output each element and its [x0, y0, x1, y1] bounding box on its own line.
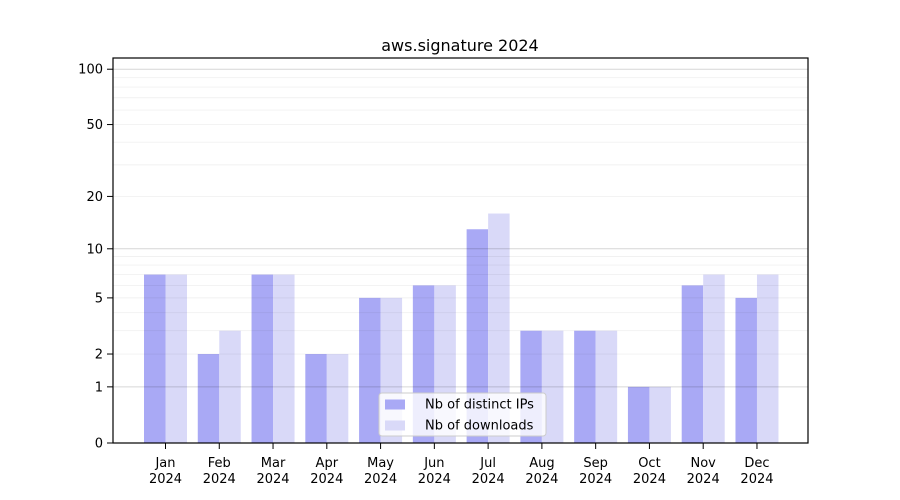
bar-jul-downloads: [488, 213, 510, 443]
x-tick-label-month: Mar: [261, 456, 286, 471]
bar-apr-downloads: [326, 354, 349, 443]
chart-title: aws.signature 2024: [381, 36, 538, 55]
y-tick-label: 1: [95, 380, 103, 395]
bar-dec-downloads: [756, 274, 779, 443]
x-tick-label-month: Nov: [691, 456, 717, 471]
bar-dec-distinct-ips: [735, 297, 757, 443]
bar-oct-distinct-ips: [627, 386, 650, 443]
x-tick-label-year: 2024: [633, 472, 666, 487]
x-tick-label-month: Aug: [529, 456, 554, 471]
x-tick-label-year: 2024: [364, 472, 397, 487]
bar-nov-distinct-ips: [681, 285, 704, 443]
x-tick-label-month: Dec: [744, 456, 769, 471]
bar-mar-distinct-ips: [251, 274, 274, 443]
bar-mar-downloads: [273, 274, 295, 443]
y-tick-label: 20: [86, 190, 103, 205]
bar-apr-distinct-ips: [305, 354, 327, 443]
y-tick-label: 100: [78, 63, 103, 78]
plot-border: [112, 57, 809, 444]
legend-label-distinct-ips: Nb of distinct IPs: [425, 398, 534, 413]
bar-nov-downloads: [703, 274, 725, 443]
x-tick-label-year: 2024: [149, 472, 182, 487]
bar-sep-distinct-ips: [574, 330, 596, 443]
bar-sep-downloads: [595, 330, 618, 443]
bar-jul-distinct-ips: [466, 229, 489, 443]
legend-swatch-downloads: [385, 420, 405, 431]
x-tick-label-year: 2024: [740, 472, 773, 487]
bar-feb-downloads: [219, 330, 241, 443]
legend-label-downloads: Nb of downloads: [425, 419, 534, 434]
x-tick-label-year: 2024: [418, 472, 451, 487]
x-tick-label-year: 2024: [579, 472, 612, 487]
x-tick-label-month: Jun: [423, 456, 444, 471]
x-tick-label-year: 2024: [310, 472, 343, 487]
x-tick-label-month: Apr: [316, 456, 339, 471]
plot-area: 0125102050100Jan2024Feb2024Mar2024Apr202…: [78, 57, 809, 487]
x-tick-label-month: Sep: [583, 456, 608, 471]
legend-box: [378, 392, 547, 437]
bar-may-distinct-ips: [359, 297, 381, 443]
x-tick-label-year: 2024: [256, 472, 289, 487]
x-tick-label-month: Oct: [638, 456, 660, 471]
bar-oct-downloads: [649, 386, 671, 443]
x-tick-label-year: 2024: [472, 472, 505, 487]
y-tick-label: 10: [86, 242, 103, 257]
y-tick-label: 2: [95, 348, 103, 363]
x-tick-label-month: Jul: [479, 456, 496, 471]
legend-swatch-distinct-ips: [385, 399, 405, 410]
y-tick-label: 50: [86, 118, 103, 133]
x-tick-label-month: May: [367, 456, 394, 471]
x-tick-label-year: 2024: [203, 472, 236, 487]
bar-jan-downloads: [165, 274, 187, 443]
x-tick-label-month: Feb: [208, 456, 231, 471]
y-tick-label: 0: [95, 437, 103, 452]
bar-aug-downloads: [541, 330, 564, 443]
y-tick-label: 5: [95, 291, 103, 306]
bar-feb-distinct-ips: [197, 354, 220, 443]
bar-jan-distinct-ips: [144, 274, 166, 443]
x-tick-label-month: Jan: [154, 456, 175, 471]
x-tick-label-year: 2024: [687, 472, 720, 487]
x-tick-label-year: 2024: [525, 472, 558, 487]
